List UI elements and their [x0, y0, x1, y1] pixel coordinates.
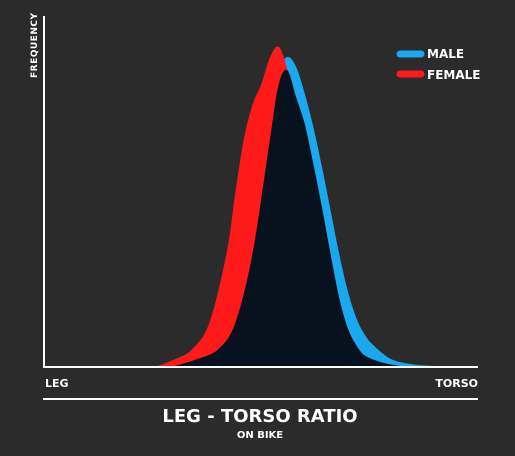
x-tick-left-label: LEG: [45, 377, 69, 390]
legend-item-male: MALE: [396, 47, 464, 61]
series-area-overlap: [174, 69, 401, 366]
chart-subtitle: ON BIKE: [237, 430, 283, 441]
y-axis-label: FREQUENCY: [30, 13, 40, 79]
legend: MALE FEMALE: [396, 47, 480, 82]
legend-item-female: FEMALE: [396, 68, 480, 82]
legend-label-male: MALE: [427, 47, 464, 61]
legend-label-female: FEMALE: [427, 68, 480, 82]
chart-title: LEG - TORSO RATIO: [162, 406, 357, 427]
x-tick-right-label: TORSO: [435, 377, 478, 390]
series-layer: [157, 46, 435, 367]
